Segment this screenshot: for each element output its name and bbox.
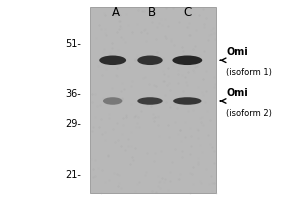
Text: 36-: 36-: [66, 89, 81, 99]
Text: C: C: [183, 6, 191, 19]
Text: Omi: Omi: [226, 88, 248, 98]
Text: B: B: [147, 6, 156, 19]
Text: A: A: [112, 6, 120, 19]
Text: (isoform 1): (isoform 1): [226, 68, 272, 77]
Text: Omi: Omi: [226, 47, 248, 57]
Ellipse shape: [137, 97, 163, 105]
Text: 51-: 51-: [65, 39, 81, 49]
Bar: [90, 7, 216, 193]
Ellipse shape: [173, 97, 202, 105]
Ellipse shape: [99, 56, 126, 65]
Text: (isoform 2): (isoform 2): [226, 109, 272, 118]
Ellipse shape: [137, 56, 163, 65]
Text: 21-: 21-: [65, 170, 81, 180]
Text: 29-: 29-: [65, 119, 81, 129]
Ellipse shape: [172, 56, 202, 65]
Ellipse shape: [103, 97, 122, 105]
